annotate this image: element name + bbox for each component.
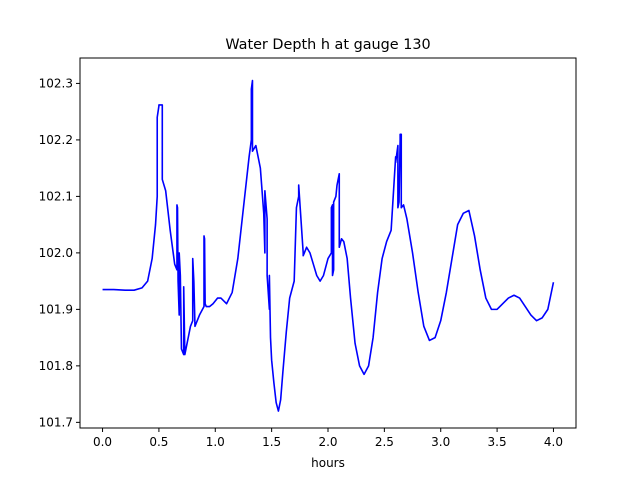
y-tick-label: 102.0: [39, 246, 73, 260]
y-tick-label: 102.2: [39, 133, 73, 147]
axes-frame: [79, 57, 577, 429]
y-tick-label: 101.7: [39, 415, 73, 429]
x-tick-label: 2.0: [318, 435, 337, 449]
y-tick-label: 102.1: [39, 189, 73, 203]
x-tick-label: 0.5: [149, 435, 168, 449]
x-axis-ticks: 0.0 0.5 1.0 1.5 2.0 2.5 3.0 3.5 4.0: [93, 428, 563, 449]
x-tick-label: 3.0: [431, 435, 450, 449]
x-tick-label: 1.5: [262, 435, 281, 449]
x-tick-label: 0.0: [93, 435, 112, 449]
x-axis-label: hours: [311, 456, 345, 470]
x-tick-label: 2.5: [375, 435, 394, 449]
y-tick-label: 102.3: [39, 76, 73, 90]
y-tick-label: 101.9: [39, 302, 73, 316]
x-tick-label: 1.0: [206, 435, 225, 449]
chart-title: Water Depth h at gauge 130: [225, 37, 430, 53]
plot-area: [102, 79, 555, 412]
y-axis-ticks: 101.7 101.8 101.9 102.0 102.1 102.2 102.3: [39, 76, 80, 429]
series-line: [102, 79, 555, 412]
x-tick-label: 3.5: [488, 435, 507, 449]
y-tick-label: 101.8: [39, 359, 73, 373]
x-tick-label: 4.0: [544, 435, 563, 449]
